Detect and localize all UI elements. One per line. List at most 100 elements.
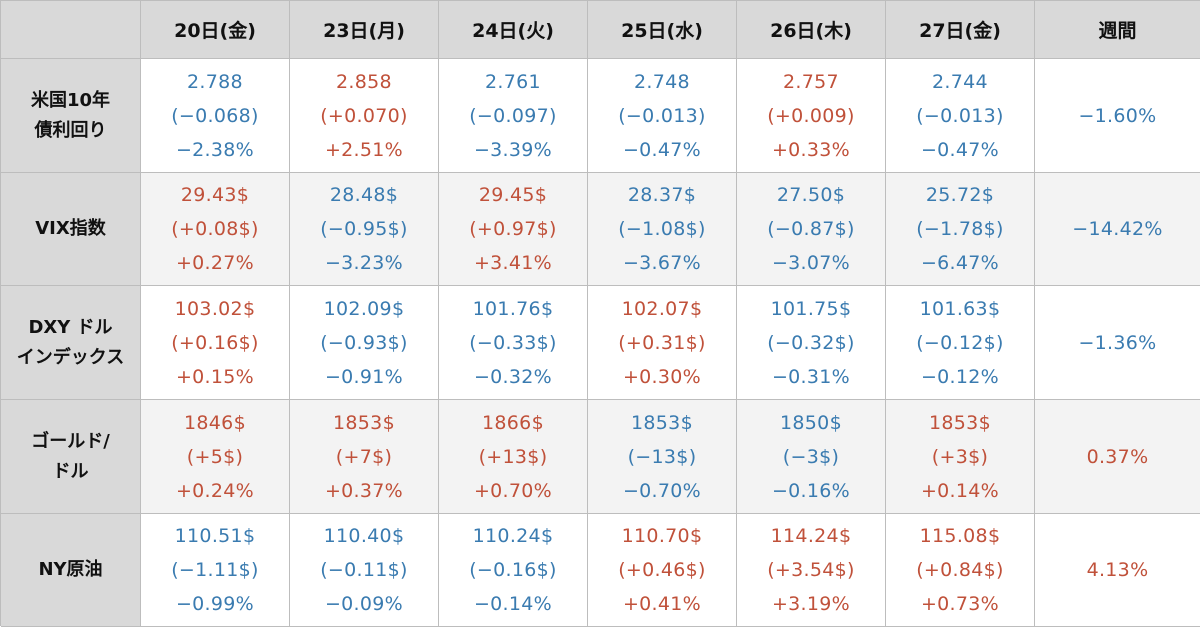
table-cell: 2.761 (−0.097) −3.39% [439,59,588,173]
percent-text: +0.70% [473,479,553,502]
value-text: 1853$ [929,411,991,434]
change-text: (−0.013) [916,104,1004,127]
percent-text: −0.70% [622,479,702,502]
value-text: 110.40$ [323,525,405,547]
percent-text: −0.32% [473,365,553,388]
column-header-weekly: 週間 [1035,1,1200,59]
change-text: (−0.87$) [767,218,855,240]
change-text: (−13$) [627,445,697,468]
percent-text: −0.91% [324,365,404,388]
value-text: 103.02$ [174,297,256,320]
change-text: (+0.08$) [171,218,259,240]
change-text: (+5$) [186,445,244,468]
row-header-line: ゴールド/ [31,430,110,452]
table-cell: 102.09$ (−0.93$) −0.91% [290,286,439,400]
table-corner [1,1,141,59]
change-text: (−1.11$) [171,559,259,581]
table-cell: 110.70$ (+0.46$) +0.41% [588,514,737,627]
column-header: 25日(水) [588,1,737,59]
weekly-change-cell: 0.37% [1035,400,1200,514]
percent-text: −0.16% [771,479,851,502]
value-text: 101.63$ [919,297,1001,320]
table-cell: 101.63$ (−0.12$) −0.12% [886,286,1035,400]
value-text: 101.76$ [472,297,554,320]
column-header: 27日(金) [886,1,1035,59]
row-header: ゴールド/ドル [1,400,141,514]
percent-text: −0.99% [175,593,255,615]
row-header-line: ドル [52,460,89,482]
percent-text: −0.31% [771,365,851,388]
table-cell: 1846$ (+5$) +0.24% [141,400,290,514]
value-text: 102.09$ [323,297,405,320]
change-text: (−0.068) [171,104,259,127]
table-cell: 114.24$ (+3.54$) +3.19% [737,514,886,627]
row-header: DXY ドル インデックス [1,286,141,400]
value-text: 102.07$ [621,297,703,320]
value-text: 2.757 [783,70,839,93]
table-cell: 101.76$ (−0.33$) −0.32% [439,286,588,400]
percent-text: −0.09% [324,593,404,615]
weekly-percent-text: −1.36% [1078,331,1157,354]
change-text: (+0.070) [320,104,408,127]
change-text: (−0.33$) [469,331,557,354]
percent-text: +3.19% [771,593,851,615]
weekly-change-cell: −1.60% [1035,59,1200,173]
value-text: 28.48$ [329,184,399,206]
table-cell: 29.45$ (+0.97$) +3.41% [439,173,588,286]
value-text: 2.748 [634,70,690,93]
table-cell: 2.748 (−0.013) −0.47% [588,59,737,173]
table-cell: 2.788 (−0.068) −2.38% [141,59,290,173]
table-cell: 101.75$ (−0.32$) −0.31% [737,286,886,400]
percent-text: −3.39% [473,138,553,161]
percent-text: −3.23% [324,252,404,274]
change-text: (−0.12$) [916,331,1004,354]
change-text: (−0.097) [469,104,557,127]
percent-text: +2.51% [324,138,404,161]
table-cell: 1850$ (−3$) −0.16% [737,400,886,514]
value-text: 114.24$ [770,525,852,547]
table-cell: 27.50$ (−0.87$) −3.07% [737,173,886,286]
table-cell: 1853$ (−13$) −0.70% [588,400,737,514]
value-text: 29.45$ [478,184,548,206]
table-cell: 2.858 (+0.070) +2.51% [290,59,439,173]
percent-text: −0.12% [920,365,1000,388]
percent-text: +3.41% [473,252,553,274]
percent-text: +0.24% [175,479,255,502]
weekly-change-cell: −1.36% [1035,286,1200,400]
percent-text: −2.38% [175,138,255,161]
value-text: 1853$ [631,411,693,434]
value-text: 27.50$ [776,184,846,206]
value-text: 101.75$ [770,297,852,320]
value-text: 1846$ [184,411,246,434]
change-text: (−0.93$) [320,331,408,354]
row-header-line: インデックス [16,346,125,368]
column-header: 23日(月) [290,1,439,59]
percent-text: +0.30% [622,365,702,388]
change-text: (+13$) [478,445,548,468]
value-text: 28.37$ [627,184,697,206]
table-cell: 29.43$ (+0.08$) +0.27% [141,173,290,286]
weekly-percent-text: 0.37% [1086,445,1149,468]
percent-text: +0.27% [175,252,255,274]
weekly-change-cell: 4.13% [1035,514,1200,627]
value-text: 1850$ [780,411,842,434]
change-text: (−0.95$) [320,218,408,240]
value-text: 2.761 [485,70,541,93]
percent-text: +0.15% [175,365,255,388]
change-text: (−3$) [782,445,840,468]
change-text: (+0.97$) [469,218,557,240]
row-header-line: 債利回り [34,119,107,141]
table-cell: 25.72$ (−1.78$) −6.47% [886,173,1035,286]
row-header: 米国10年 債利回り [1,59,141,173]
table-cell: 110.51$ (−1.11$) −0.99% [141,514,290,627]
weekly-percent-text: 4.13% [1086,559,1149,581]
change-text: (−0.32$) [767,331,855,354]
value-text: 25.72$ [925,184,995,206]
percent-text: +0.41% [622,593,702,615]
change-text: (+0.31$) [618,331,706,354]
value-text: 1853$ [333,411,395,434]
change-text: (+0.46$) [618,559,706,581]
weekly-percent-text: −1.60% [1078,104,1157,127]
percent-text: +0.33% [771,138,851,161]
